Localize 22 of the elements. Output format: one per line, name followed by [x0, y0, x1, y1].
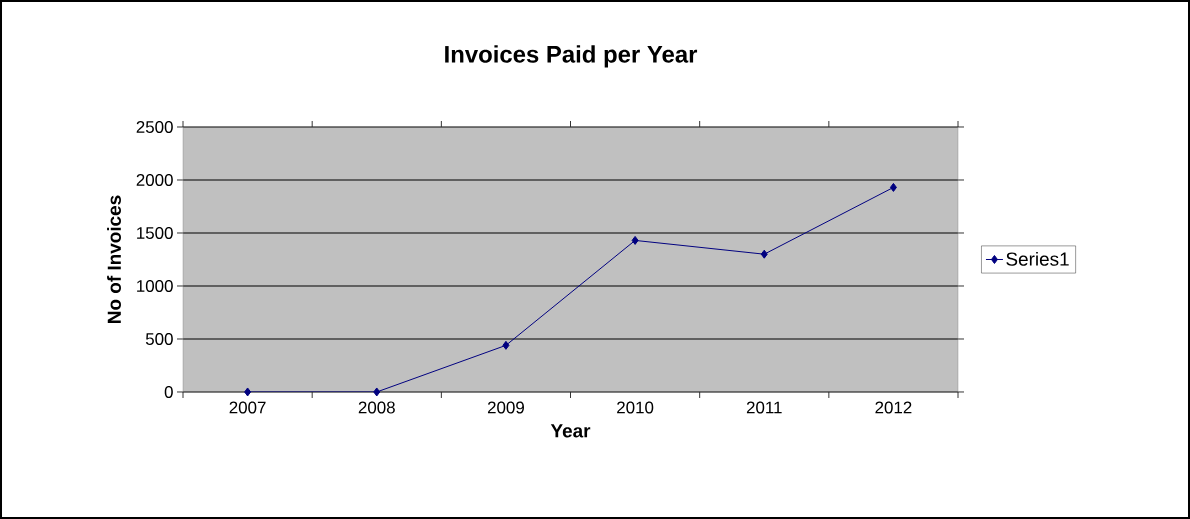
point	[760, 249, 768, 259]
x-tick-label: 2008	[358, 401, 395, 414]
x-tick-label: 2011	[746, 401, 782, 414]
x-tick-label: 2007	[229, 401, 266, 414]
y-axis-title: No of Invoices	[107, 195, 121, 323]
x-tick-label: 2010	[617, 401, 654, 414]
y-tick-label: 1500	[137, 226, 173, 239]
chart-title: Invoices Paid per Year	[445, 45, 698, 68]
point	[889, 182, 897, 192]
y-tick-label: 0	[164, 385, 173, 398]
x-axis-title: Year	[550, 424, 591, 438]
x-tick-label: 2009	[487, 401, 524, 414]
y-tick-label: 2500	[136, 120, 173, 133]
y-tick-label: 500	[145, 332, 173, 345]
legend-label: Series1	[1006, 251, 1069, 266]
point	[373, 387, 381, 397]
point	[631, 235, 639, 245]
y-tick-label: 1000	[137, 279, 173, 292]
x-tick-label: 2012	[875, 401, 912, 414]
point	[244, 387, 252, 397]
y-tick-label: 2000	[136, 173, 173, 186]
point	[502, 340, 510, 350]
